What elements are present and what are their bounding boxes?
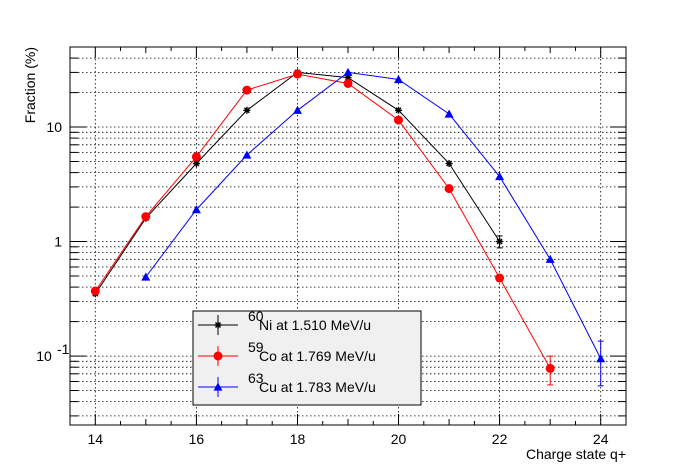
star-marker-shape — [192, 160, 200, 167]
series-line — [145, 71, 602, 359]
x-tick-label: 14 — [88, 431, 104, 447]
x-tick-label: 16 — [189, 431, 205, 447]
data-point — [343, 67, 353, 76]
data-point — [344, 74, 352, 82]
legend-isotope-mass: 59 — [248, 339, 264, 355]
star-marker-shape — [214, 321, 222, 329]
legend-isotope-mass: 63 — [248, 370, 264, 386]
series-line — [94, 73, 551, 369]
star-marker-shape — [445, 160, 453, 167]
data-point — [141, 272, 151, 281]
y-tick-label: 10 — [46, 119, 62, 135]
y-tick-label-exponent: -1 — [57, 341, 70, 357]
legend-label: Co at 1.769 MeV/u — [259, 348, 376, 364]
data-point — [394, 115, 403, 125]
x-axis-title: Charge state q+ — [526, 446, 626, 462]
data-point — [243, 106, 251, 114]
data-point — [293, 105, 302, 114]
legend-label: Cu at 1.783 MeV/u — [259, 379, 376, 395]
y-tick-label: 1 — [54, 234, 62, 250]
data-series — [90, 67, 606, 387]
data-point — [444, 184, 454, 194]
legend-label: Ni at 1.510 MeV/u — [259, 317, 371, 333]
data-point — [495, 172, 505, 181]
star-marker-shape — [395, 106, 402, 114]
y-axis-title: Fraction (%) — [22, 47, 38, 123]
star-marker-shape — [344, 74, 352, 82]
series-circle — [90, 69, 555, 386]
x-tick-label: 20 — [391, 431, 407, 447]
legend-isotope-mass: 60 — [248, 308, 264, 324]
data-point — [545, 363, 555, 373]
data-point — [90, 286, 100, 296]
data-point — [545, 254, 555, 263]
y-tick-label: 10 — [36, 348, 52, 364]
x-tick-label: 18 — [290, 431, 306, 447]
data-point — [496, 238, 504, 245]
grid — [70, 46, 626, 425]
data-point — [242, 150, 252, 159]
legend-marker — [213, 351, 223, 361]
data-point — [445, 160, 453, 167]
tick-labels: 14 16 18 20 22 24 10 -1 1 10 — [36, 119, 608, 447]
data-point — [191, 152, 201, 162]
data-point — [495, 273, 505, 283]
data-point — [141, 212, 151, 222]
x-tick-label: 24 — [593, 431, 609, 447]
star-marker-shape — [496, 238, 504, 245]
series-triangle — [141, 67, 606, 387]
legend-marker — [214, 321, 222, 329]
data-point — [394, 75, 403, 84]
data-point — [192, 160, 200, 167]
data-point — [242, 85, 252, 95]
data-point — [444, 109, 454, 118]
data-point — [293, 69, 302, 79]
x-tick-label: 22 — [492, 431, 508, 447]
data-point — [596, 354, 606, 363]
axis-ticks — [69, 46, 627, 425]
data-point — [395, 106, 402, 114]
data-point — [191, 205, 201, 214]
star-marker-shape — [243, 106, 251, 114]
legend-marker — [213, 382, 223, 391]
legend-box — [192, 310, 422, 406]
data-point — [343, 79, 353, 88]
